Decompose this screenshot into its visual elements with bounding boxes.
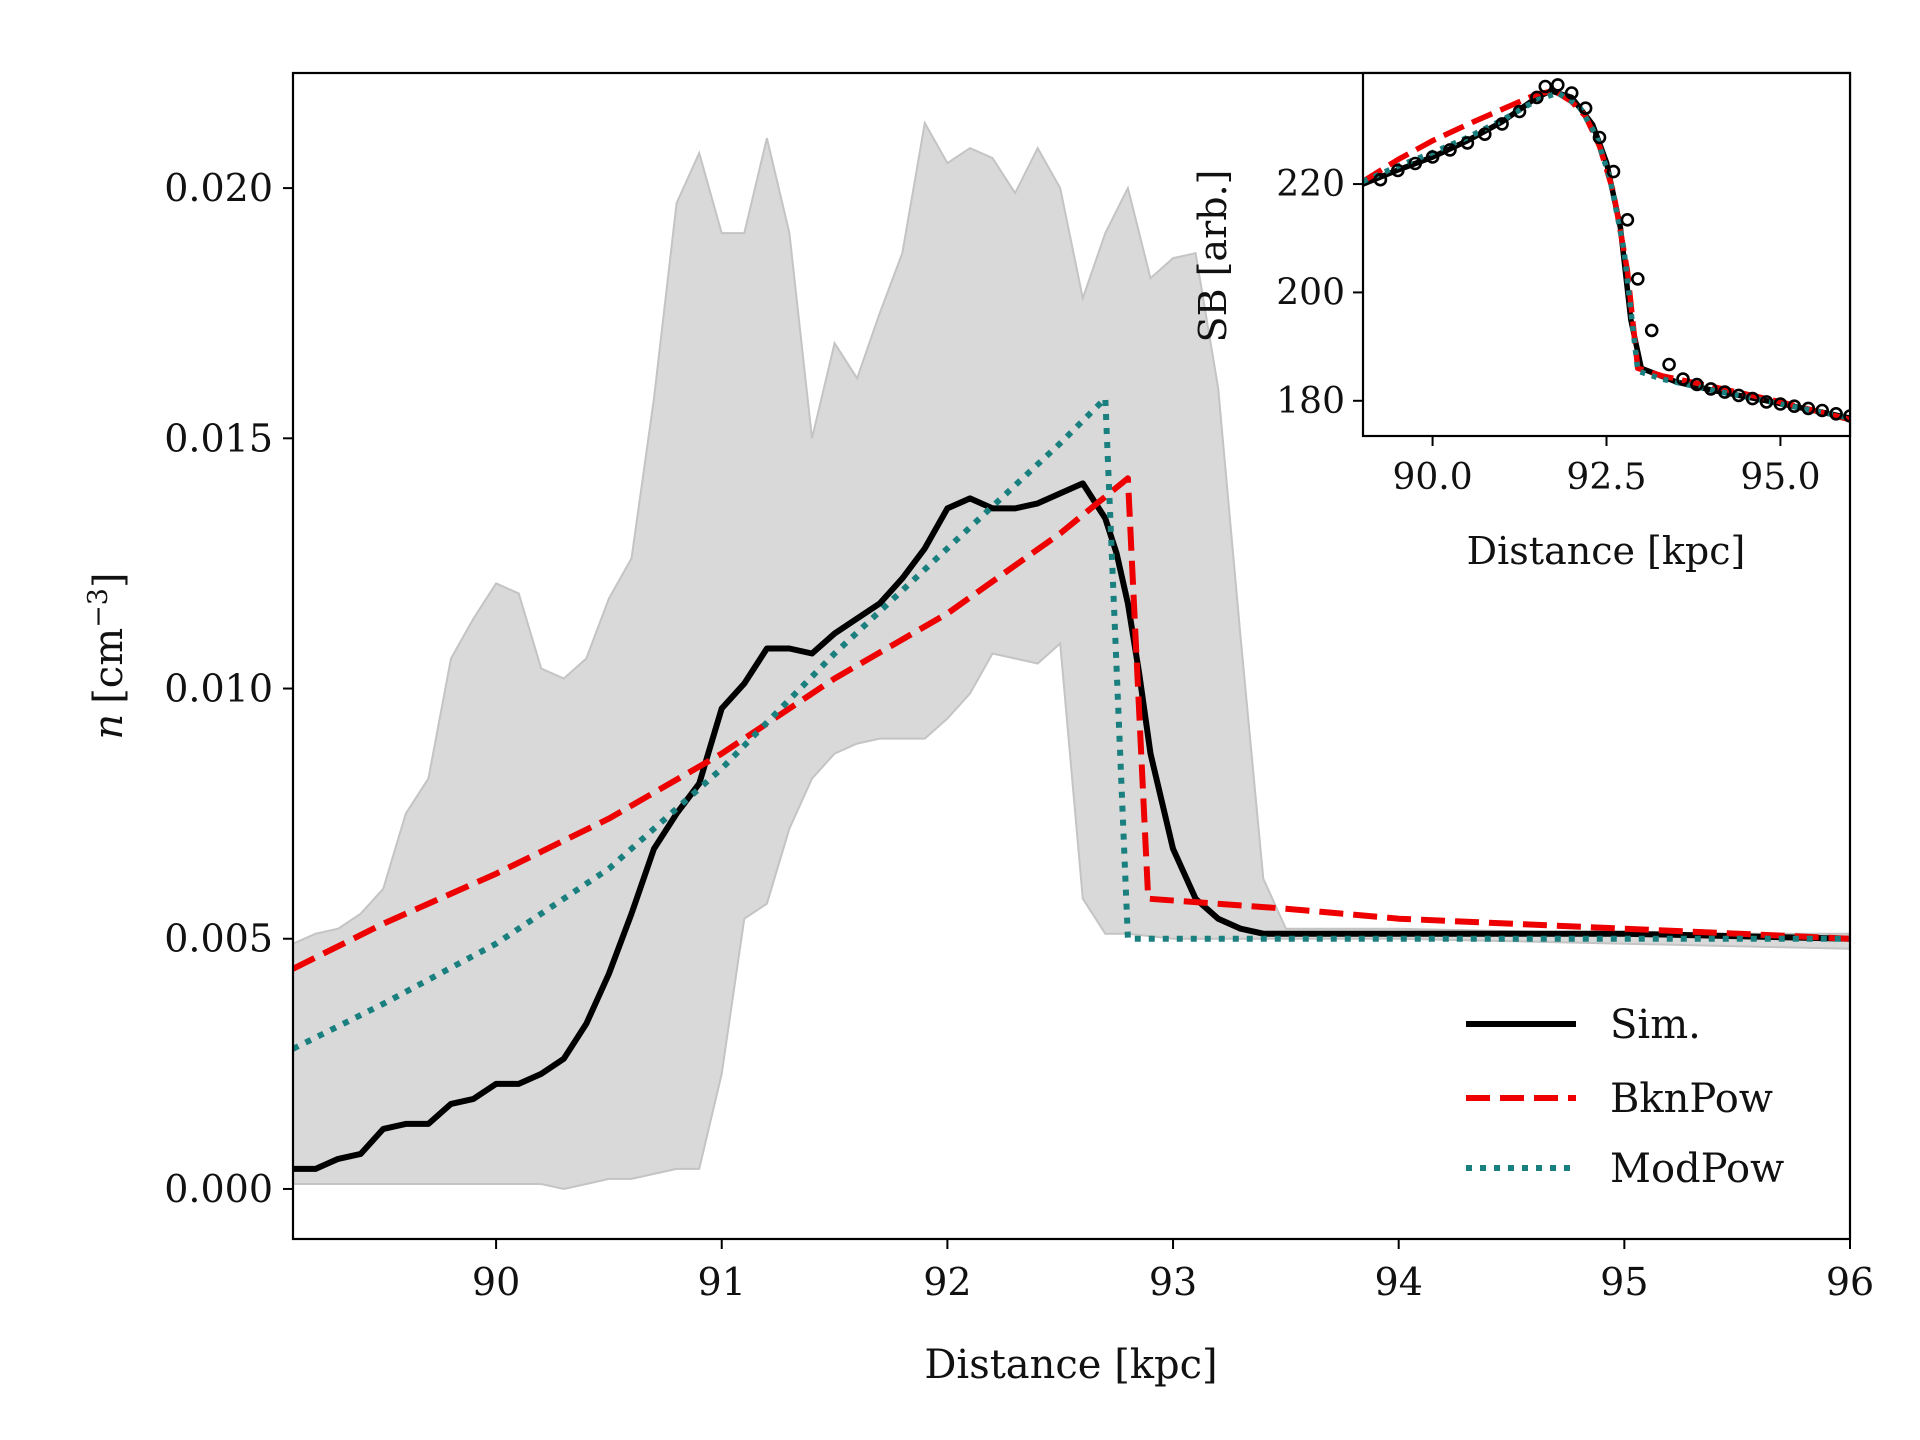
inset-data-point [1718,385,1732,399]
inset-y-axis-title: SB [arb.] [1191,170,1235,343]
simulation-scatter-band [293,120,1850,1191]
inset-data-point [1631,272,1645,286]
inset-data-point [1787,399,1802,414]
main-series-group [293,395,1850,1172]
inset-data-point [1530,90,1544,105]
x-tick-label: 96 [1826,1260,1874,1304]
inset-data-point [1512,104,1527,119]
inset-x-tick-label: 95.0 [1740,457,1820,498]
inset-data-point [1801,401,1816,416]
inset-y-tick-label: 200 [1276,272,1345,313]
inset-data-points [1373,78,1850,423]
inset-y-tick-label: 180 [1276,381,1345,422]
inset-data-point [1478,127,1492,141]
inset-data-point [1843,409,1850,423]
inset-data-point [1373,172,1388,187]
legend-label-bknpow: BknPow [1610,1076,1773,1122]
inset-data-point [1578,101,1593,115]
y-tick-label: 0.020 [164,166,273,210]
main-y-axis-title: n[cm−3] [83,572,132,739]
inset-data-point [1731,388,1746,403]
inset-x-axis-title: Distance [kpc] [1467,529,1746,573]
inset-data-point [1408,156,1422,171]
inset-series-bknpow [1363,88,1850,423]
y-tick-label: 0.000 [164,1167,273,1211]
inset-series-modpow [1363,90,1850,421]
x-tick-label: 92 [923,1260,971,1304]
main-series-bknpow [293,475,1850,972]
inset-series-group [1363,88,1850,423]
main-x-axis-title: Distance [kpc] [924,1342,1217,1388]
x-tick-label: 93 [1149,1260,1197,1304]
inset-data-point [1495,117,1509,131]
main-x-axis: 90 91 92 93 94 95 96 [472,1239,1874,1304]
inset-data-point [1704,382,1718,396]
x-tick-label: 90 [472,1260,520,1304]
inset-data-point [1690,377,1704,392]
inset-data-point [1538,79,1553,94]
inset-data-point [1773,397,1788,411]
main-y-axis: 0.000 0.005 0.010 0.015 0.020 [164,166,293,1211]
y-tick-label: 0.010 [164,667,273,711]
inset-data-point [1662,357,1676,372]
inset-data-point [1620,213,1635,227]
inset-data-point [1443,143,1457,157]
inset-data-point [1644,323,1659,338]
main-series-sim [293,480,1850,1172]
legend: Sim. BknPow ModPow [1466,1002,1784,1192]
y-tick-label: 0.015 [164,416,273,460]
inset-data-point [1425,150,1440,164]
inset-y-axis: 180 200 220 [1276,164,1363,422]
inset-data-point [1759,395,1774,409]
inset-data-point [1592,130,1607,145]
inset-background [1363,73,1850,436]
inset-data-point [1391,163,1405,178]
x-tick-label: 91 [698,1260,746,1304]
main-series-modpow [293,395,1850,1052]
x-tick-label: 94 [1375,1260,1423,1304]
main-plot-frame [291,71,1852,1241]
inset-plot: 90.0 92.5 95.0 180 200 220 Distance [kpc] SB… [1191,71,1852,573]
inset-data-point [1606,164,1621,179]
x-tick-label: 95 [1600,1260,1648,1304]
inset-data-point [1551,78,1565,92]
legend-label-modpow: ModPow [1610,1146,1784,1192]
inset-y-tick-label: 220 [1276,164,1345,205]
inset-data-point [1564,86,1579,100]
inset-data-point [1745,391,1760,406]
inset-x-tick-label: 90.0 [1392,457,1472,498]
y-tick-label: 0.005 [164,917,273,961]
inset-x-axis: 90.0 92.5 95.0 [1392,436,1821,498]
legend-label-sim: Sim. [1610,1002,1701,1048]
inset-x-tick-label: 92.5 [1566,457,1646,498]
main-plot: 90 91 92 93 94 95 96 0.000 0.005 0.010 0.015 0.020… [83,71,1874,1388]
inset-data-point [1815,403,1829,418]
inset-data-point [1829,406,1843,421]
inset-data-point [1676,372,1690,386]
inset-data-point [1460,136,1475,150]
